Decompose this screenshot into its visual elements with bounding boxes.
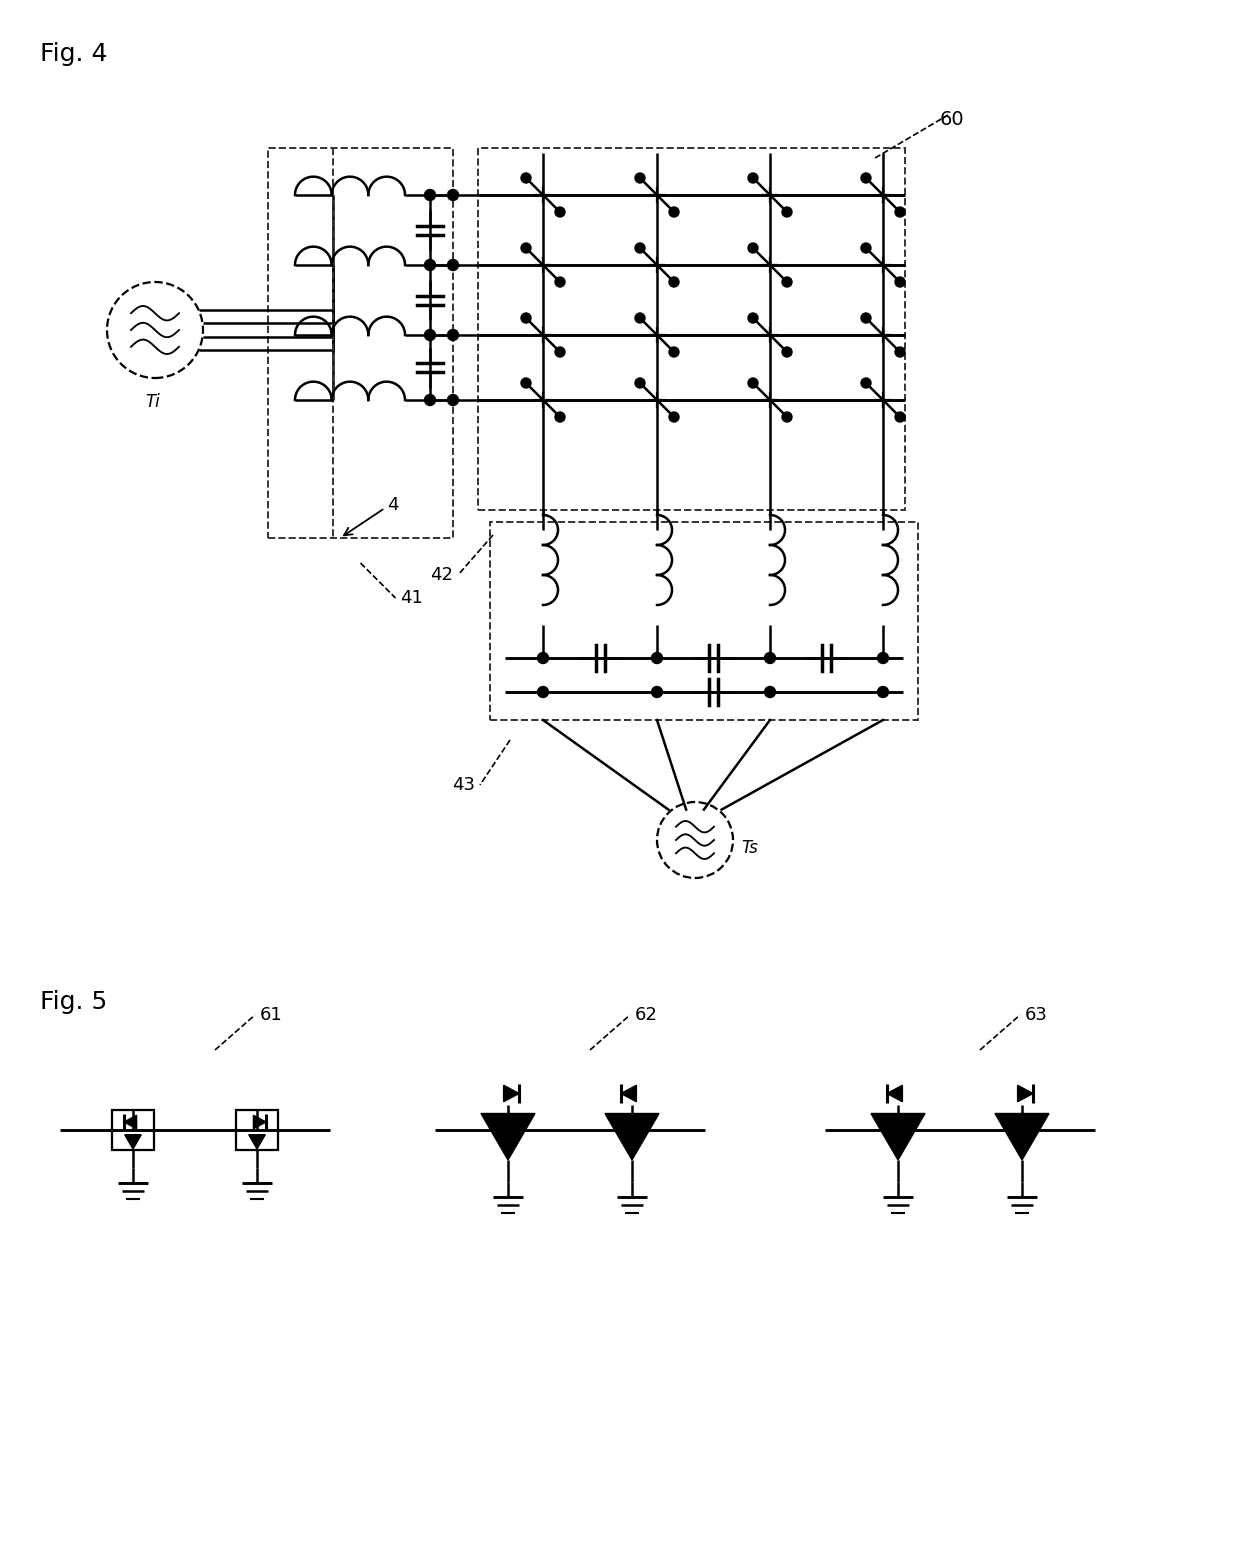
Circle shape: [748, 314, 758, 323]
Circle shape: [521, 378, 531, 387]
Polygon shape: [253, 1115, 267, 1129]
Circle shape: [448, 329, 459, 340]
Circle shape: [424, 395, 435, 406]
Circle shape: [556, 207, 565, 216]
Polygon shape: [887, 1085, 903, 1102]
Polygon shape: [1018, 1085, 1033, 1102]
Polygon shape: [481, 1113, 534, 1160]
Circle shape: [635, 172, 645, 183]
Circle shape: [670, 412, 680, 422]
Circle shape: [424, 259, 435, 271]
Circle shape: [521, 172, 531, 183]
Bar: [490, 522, 918, 720]
Circle shape: [448, 259, 459, 271]
Circle shape: [651, 652, 662, 663]
Circle shape: [895, 412, 905, 422]
Bar: [477, 147, 905, 510]
Circle shape: [861, 378, 870, 387]
Polygon shape: [621, 1085, 636, 1102]
Circle shape: [424, 329, 435, 340]
Bar: [112, 1110, 154, 1149]
Bar: [268, 147, 453, 538]
Polygon shape: [605, 1113, 658, 1160]
Circle shape: [556, 347, 565, 358]
Circle shape: [556, 278, 565, 287]
Circle shape: [635, 378, 645, 387]
Circle shape: [556, 412, 565, 422]
Polygon shape: [994, 1113, 1049, 1160]
Circle shape: [782, 347, 792, 358]
Polygon shape: [870, 1113, 925, 1160]
Circle shape: [448, 395, 459, 406]
Text: Ti: Ti: [145, 394, 160, 411]
Polygon shape: [249, 1135, 265, 1149]
Text: 61: 61: [260, 1007, 283, 1024]
Circle shape: [424, 190, 435, 201]
Circle shape: [765, 687, 775, 698]
Circle shape: [521, 314, 531, 323]
Circle shape: [748, 378, 758, 387]
Circle shape: [782, 207, 792, 216]
Text: Ts: Ts: [742, 839, 758, 858]
Circle shape: [861, 172, 870, 183]
Circle shape: [448, 190, 459, 201]
Text: 41: 41: [401, 590, 423, 607]
Bar: [236, 1110, 278, 1149]
Circle shape: [861, 314, 870, 323]
Text: Fig. 4: Fig. 4: [40, 42, 108, 66]
Text: Fig. 5: Fig. 5: [40, 989, 107, 1014]
Circle shape: [670, 347, 680, 358]
Text: 60: 60: [940, 110, 965, 129]
Circle shape: [670, 278, 680, 287]
Circle shape: [895, 278, 905, 287]
Text: 62: 62: [635, 1007, 658, 1024]
Circle shape: [895, 347, 905, 358]
Circle shape: [765, 652, 775, 663]
Circle shape: [878, 687, 889, 698]
Circle shape: [537, 687, 548, 698]
Text: 4: 4: [387, 495, 398, 514]
Circle shape: [635, 314, 645, 323]
Circle shape: [670, 207, 680, 216]
Text: 63: 63: [1025, 1007, 1048, 1024]
Circle shape: [861, 243, 870, 252]
Circle shape: [748, 172, 758, 183]
Polygon shape: [124, 1115, 136, 1129]
Circle shape: [537, 652, 548, 663]
Circle shape: [521, 243, 531, 252]
Text: 43: 43: [453, 776, 475, 793]
Circle shape: [782, 278, 792, 287]
Circle shape: [635, 243, 645, 252]
Circle shape: [651, 687, 662, 698]
Polygon shape: [503, 1085, 520, 1102]
Circle shape: [782, 412, 792, 422]
Circle shape: [895, 207, 905, 216]
Text: 42: 42: [430, 566, 453, 583]
Circle shape: [878, 652, 889, 663]
Circle shape: [748, 243, 758, 252]
Polygon shape: [125, 1135, 141, 1149]
